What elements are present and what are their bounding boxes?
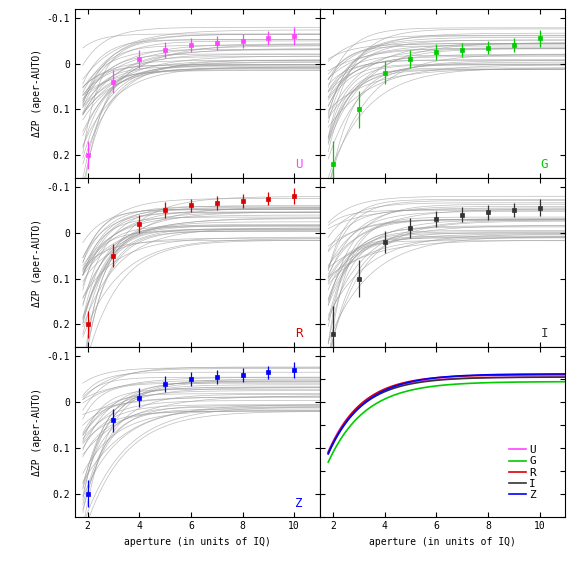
X-axis label: aperture (in units of IQ): aperture (in units of IQ) bbox=[124, 537, 271, 547]
Text: I: I bbox=[541, 328, 548, 340]
Y-axis label: ΔZP (aper-AUTO): ΔZP (aper-AUTO) bbox=[32, 49, 42, 137]
Text: R: R bbox=[296, 328, 303, 340]
Y-axis label: ΔZP (aper-AUTO): ΔZP (aper-AUTO) bbox=[32, 388, 42, 476]
X-axis label: aperture (in units of IQ): aperture (in units of IQ) bbox=[369, 537, 516, 547]
Legend: U, G, R, I, Z: U, G, R, I, Z bbox=[505, 441, 540, 505]
Text: U: U bbox=[296, 158, 303, 171]
Text: Z: Z bbox=[296, 497, 303, 510]
Text: G: G bbox=[541, 158, 548, 171]
Y-axis label: ΔZP (aper-AUTO): ΔZP (aper-AUTO) bbox=[32, 219, 42, 307]
